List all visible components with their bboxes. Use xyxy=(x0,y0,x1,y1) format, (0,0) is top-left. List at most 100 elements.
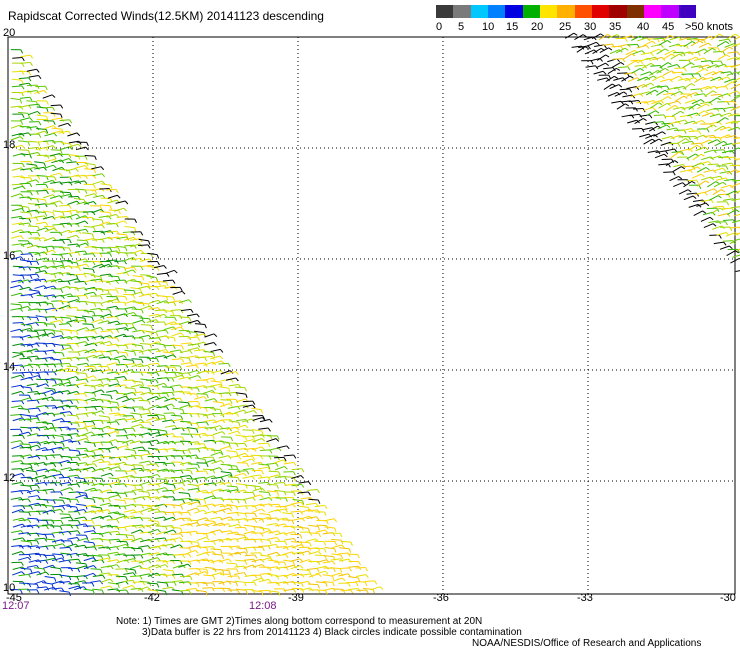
wind-barb xyxy=(273,482,285,484)
wind-barb xyxy=(52,543,63,547)
wind-barb-flag xyxy=(93,565,97,569)
wind-barb xyxy=(641,82,651,89)
wind-barb-flag xyxy=(300,475,305,479)
wind-barb xyxy=(123,572,134,575)
wind-barb-flag xyxy=(181,441,185,446)
wind-barb xyxy=(609,49,620,55)
wind-barb xyxy=(59,322,70,326)
wind-barb xyxy=(162,433,173,436)
wind-barb xyxy=(124,306,135,310)
wind-barb xyxy=(162,569,173,572)
wind-barb-flag xyxy=(35,217,39,222)
wind-barb xyxy=(139,567,150,570)
wind-barb-flag xyxy=(28,105,32,109)
wind-barb xyxy=(74,382,85,386)
wind-barb xyxy=(124,244,135,247)
wind-barb-flag xyxy=(45,141,49,146)
wind-barb-flag xyxy=(132,407,136,412)
wind-barb xyxy=(185,530,196,534)
wind-barb xyxy=(138,468,149,472)
wind-barb xyxy=(114,279,125,282)
wind-barb-flag xyxy=(355,582,359,587)
wind-barb-flag xyxy=(238,422,241,427)
wind-barb-flag xyxy=(158,337,162,342)
wind-barb-flag xyxy=(76,132,81,137)
wind-barb xyxy=(131,423,141,428)
wind-barb xyxy=(106,446,116,450)
wind-barb xyxy=(226,485,237,488)
wind-barb-flag xyxy=(276,435,280,440)
wind-barb xyxy=(203,447,214,450)
wind-barb-flag xyxy=(139,477,143,482)
wind-barb xyxy=(58,168,69,171)
wind-barb-flag xyxy=(682,182,686,186)
wind-barb-flag xyxy=(125,445,130,449)
wind-barb-flag xyxy=(85,263,90,268)
wind-barb xyxy=(314,554,325,557)
wind-barb xyxy=(131,363,142,368)
wind-barb xyxy=(67,278,78,282)
wind-barb xyxy=(186,588,197,591)
wind-barb-flag xyxy=(213,342,217,346)
wind-barb xyxy=(298,526,309,529)
wind-barb-flag xyxy=(59,172,63,177)
wind-barb-flag xyxy=(116,289,119,294)
wind-barb xyxy=(59,513,70,515)
wind-barb xyxy=(36,189,47,192)
wind-barb-flag xyxy=(318,533,322,538)
wind-barb xyxy=(664,49,674,56)
wind-barb xyxy=(130,412,141,415)
wind-barb-flag xyxy=(195,530,199,535)
wind-barb xyxy=(645,89,656,96)
wind-barb xyxy=(75,523,86,527)
wind-barb xyxy=(130,384,141,388)
wind-barb xyxy=(129,565,140,570)
wind-barb xyxy=(721,207,732,210)
wind-barb-flag xyxy=(309,542,312,547)
wind-barb xyxy=(338,558,349,562)
wind-barb-flag xyxy=(665,150,669,155)
wind-barb xyxy=(235,404,246,408)
wind-barb-flag xyxy=(46,100,49,105)
wind-barb-flag xyxy=(718,121,722,126)
wind-barb-flag xyxy=(728,171,733,175)
wind-barb xyxy=(632,50,643,55)
wind-barb-flag xyxy=(68,204,72,209)
wind-barb xyxy=(82,232,93,235)
wind-barb xyxy=(148,341,159,346)
wind-barb-flag xyxy=(53,132,58,137)
wind-barb xyxy=(694,93,705,96)
wind-barb xyxy=(162,586,173,590)
wind-barb-flag xyxy=(308,570,312,575)
wind-barb-flag xyxy=(618,84,623,88)
wind-barb xyxy=(108,494,119,499)
wind-barb xyxy=(83,510,94,514)
wind-barb-flag xyxy=(267,476,271,481)
wind-barb-flag xyxy=(20,235,24,240)
wind-barb-flag xyxy=(126,441,129,447)
wind-barb xyxy=(734,36,740,40)
wind-barb xyxy=(50,566,61,570)
wind-barb-flag xyxy=(347,582,351,587)
wind-barb xyxy=(74,180,85,184)
wind-barb xyxy=(124,362,135,366)
wind-barb-flag xyxy=(190,433,193,439)
wind-barb-flag xyxy=(108,400,112,405)
wind-barb xyxy=(675,119,686,124)
wind-barb-flag xyxy=(21,571,25,575)
wind-barb xyxy=(643,138,653,145)
wind-barb-flag xyxy=(164,285,168,290)
wind-barb xyxy=(140,305,151,310)
wind-barb xyxy=(75,462,86,465)
wind-barb-flag xyxy=(148,240,151,245)
wind-barb xyxy=(90,278,101,282)
wind-barb-flag xyxy=(291,513,294,518)
wind-barb xyxy=(723,81,733,88)
wind-barb xyxy=(100,455,111,458)
wind-barb xyxy=(100,578,111,583)
wind-barb xyxy=(716,232,727,236)
wind-barb xyxy=(162,489,173,492)
wind-barb-flag xyxy=(85,228,89,233)
wind-barb-flag xyxy=(77,530,81,535)
wind-barb-flag xyxy=(172,529,177,534)
